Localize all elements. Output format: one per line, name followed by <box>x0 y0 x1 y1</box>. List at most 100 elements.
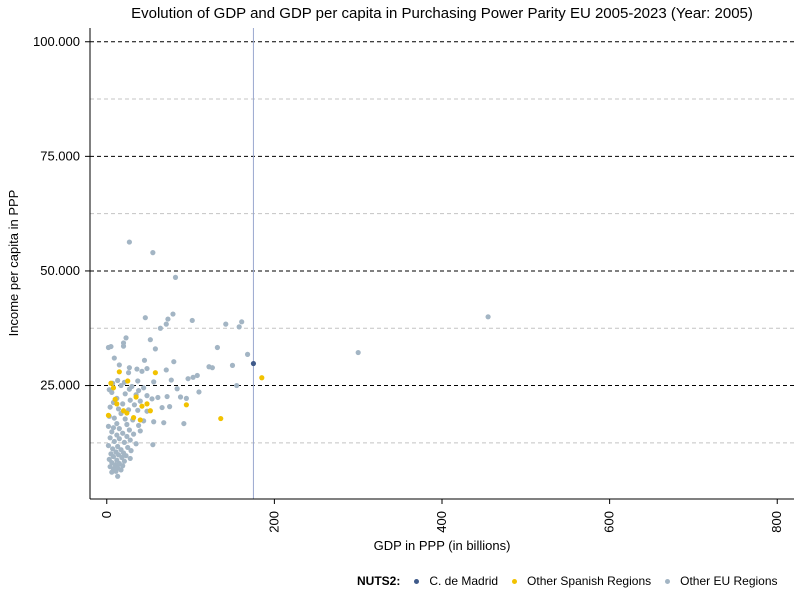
data-point-other-spanish-regions <box>144 401 150 407</box>
data-point-other-eu-regions <box>177 394 184 400</box>
data-point-other-spanish-regions <box>183 402 189 408</box>
data-point-other-eu-regions <box>174 386 180 392</box>
legend-entry-other-spanish[interactable]: Other Spanish Regions <box>512 574 651 588</box>
ticks-layer: 25.000 50.000 75.000 100.000 0 200 400 600 800 <box>33 34 784 533</box>
data-point-other-eu-regions <box>122 416 128 422</box>
data-point-other-eu-regions <box>194 372 200 379</box>
data-point-other-eu-regions <box>115 443 121 450</box>
data-point-other-eu-regions <box>149 396 155 402</box>
data-point-other-eu-regions <box>115 406 122 412</box>
data-point-other-eu-regions <box>189 317 195 324</box>
data-point-other-eu-regions <box>137 428 143 434</box>
points-layer <box>105 239 491 479</box>
data-point-other-eu-regions <box>116 426 122 432</box>
data-point-other-eu-regions <box>105 442 112 449</box>
y-tick-label: 25.000 <box>40 378 80 393</box>
data-point-other-eu-regions <box>183 395 189 401</box>
data-point-other-eu-regions <box>229 362 236 368</box>
grid-layer <box>90 28 794 499</box>
data-point-other-eu-regions <box>144 365 150 372</box>
data-point-other-eu-regions <box>111 438 117 445</box>
data-point-other-eu-regions <box>110 453 117 460</box>
data-point-other-spanish-regions <box>108 380 114 386</box>
data-point-other-eu-regions <box>214 344 220 351</box>
data-point-other-eu-regions <box>181 420 187 427</box>
data-point-other-eu-regions <box>236 324 242 330</box>
data-point-other-eu-regions <box>109 389 115 396</box>
legend-entry-other-eu[interactable]: Other EU Regions <box>665 574 778 588</box>
data-point-other-eu-regions <box>165 316 171 322</box>
data-point-other-eu-regions <box>139 368 145 374</box>
data-point-other-eu-regions <box>120 343 127 349</box>
data-point-other-eu-regions <box>120 401 126 407</box>
data-point-other-eu-regions <box>155 394 161 401</box>
data-point-other-spanish-regions <box>124 410 130 416</box>
data-point-other-eu-regions <box>244 351 251 357</box>
data-point-other-eu-regions <box>110 446 116 452</box>
data-point-other-eu-regions <box>127 397 133 403</box>
data-point-other-spanish-regions <box>110 385 117 391</box>
data-point-other-eu-regions <box>113 468 119 474</box>
data-point-other-eu-regions <box>105 423 112 429</box>
data-point-other-eu-regions <box>114 432 120 438</box>
data-point-other-eu-regions <box>126 365 132 371</box>
data-point-other-eu-regions <box>168 377 174 383</box>
y-axis-label: Income per capita in PPP <box>6 190 21 337</box>
data-point-other-eu-regions <box>120 463 126 469</box>
data-point-other-eu-regions <box>234 382 240 389</box>
data-point-other-eu-regions <box>355 349 361 356</box>
data-point-other-eu-regions <box>147 337 153 343</box>
data-point-other-eu-regions <box>142 315 148 321</box>
x-tick-label: 400 <box>434 511 449 533</box>
data-point-other-spanish-regions <box>218 415 224 422</box>
data-point-other-eu-regions <box>163 367 169 373</box>
data-point-other-eu-regions <box>116 436 122 442</box>
data-point-other-eu-regions <box>111 415 117 421</box>
data-point-other-eu-regions <box>172 274 179 280</box>
data-point-other-eu-regions <box>130 431 137 437</box>
data-point-other-eu-regions <box>223 321 229 327</box>
data-point-other-eu-regions <box>133 441 139 447</box>
data-point-other-eu-regions <box>110 425 117 431</box>
x-tick-label: 200 <box>266 511 281 533</box>
data-point-other-eu-regions <box>109 469 115 475</box>
data-point-other-spanish-regions <box>147 408 153 414</box>
data-point-other-spanish-regions <box>152 370 158 376</box>
data-point-other-eu-regions <box>135 378 141 384</box>
data-point-other-eu-regions <box>124 433 130 440</box>
legend: NUTS2: C. de Madrid Other Spanish Region… <box>357 573 792 589</box>
data-point-other-eu-regions <box>114 420 120 427</box>
data-point-other-spanish-regions <box>130 415 137 421</box>
legend-entry-madrid[interactable]: C. de Madrid <box>414 574 498 588</box>
data-point-other-eu-regions <box>123 335 129 341</box>
data-point-other-eu-regions <box>151 419 157 425</box>
chart-title: Evolution of GDP and GDP per capita in P… <box>131 5 753 22</box>
data-point-other-eu-regions <box>171 359 177 365</box>
data-point-other-spanish-regions <box>259 375 265 381</box>
data-point-other-eu-regions <box>122 391 128 397</box>
data-point-other-spanish-regions <box>125 378 131 384</box>
data-point-other-eu-regions <box>152 346 158 352</box>
data-point-other-eu-regions <box>150 442 156 448</box>
data-point-other-spanish-regions <box>116 369 122 375</box>
data-point-other-eu-regions <box>209 365 215 371</box>
data-point-other-eu-regions <box>159 404 165 411</box>
data-point-other-spanish-regions <box>133 394 139 400</box>
y-tick-label: 50.000 <box>40 263 80 278</box>
data-point-other-spanish-regions <box>105 412 112 418</box>
data-point-other-eu-regions <box>163 321 169 327</box>
data-point-other-eu-regions <box>131 402 138 408</box>
data-point-other-eu-regions <box>141 357 148 363</box>
y-tick-label: 75.000 <box>40 148 80 163</box>
data-point-other-eu-regions <box>115 377 121 384</box>
data-point-other-eu-regions <box>134 366 140 372</box>
legend-marker-other-spanish <box>512 578 518 584</box>
data-point-other-eu-regions <box>121 439 127 445</box>
data-point-other-eu-regions <box>107 435 113 441</box>
data-point-other-eu-regions <box>111 355 117 361</box>
data-point-other-eu-regions <box>127 437 133 443</box>
legend-marker-other-eu <box>665 578 671 584</box>
data-point-other-eu-regions <box>135 407 141 413</box>
data-point-other-spanish-regions <box>112 396 118 402</box>
